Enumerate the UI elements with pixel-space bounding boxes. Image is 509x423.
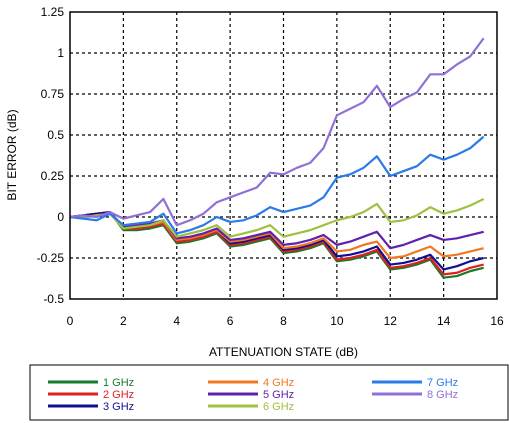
x-tick-label: 4 <box>173 314 180 328</box>
x-tick-label: 10 <box>330 314 344 328</box>
y-axis-title: BIT ERROR (dB) <box>5 109 19 200</box>
x-tick-label: 2 <box>120 314 127 328</box>
legend-label: 3 GHz <box>103 401 134 413</box>
x-axis-title: ATTENUATION STATE (dB) <box>209 345 358 359</box>
series-line-8-ghz <box>69 37 485 227</box>
legend-label: 7 GHz <box>427 377 458 389</box>
x-tick-label: 8 <box>280 314 287 328</box>
x-tick-label: 14 <box>437 314 451 328</box>
legend-label: 4 GHz <box>263 377 294 389</box>
y-tick-label: 1 <box>57 46 64 60</box>
series-lines <box>69 37 485 279</box>
y-tick-label: 0.5 <box>47 128 64 142</box>
series-line-7-ghz <box>69 135 485 235</box>
x-tick-label: 16 <box>490 314 504 328</box>
y-tick-labels: -0.5 -0.25 0 0.25 0.5 0.75 1 1.25 <box>37 5 65 306</box>
y-tick-label: 0.75 <box>41 87 65 101</box>
plot-frame <box>69 11 498 300</box>
grid-lines <box>70 12 497 299</box>
legend-label: 5 GHz <box>263 389 294 401</box>
series-line-5-ghz <box>70 212 484 250</box>
series-line-6-ghz <box>70 197 485 238</box>
legend-label: 1 GHz <box>103 377 134 389</box>
y-tick-label: 0 <box>57 210 64 224</box>
y-tick-label: -0.5 <box>43 292 64 306</box>
y-tick-label: -0.25 <box>37 251 65 265</box>
x-tick-label: 0 <box>67 314 74 328</box>
x-tick-label: 6 <box>227 314 234 328</box>
x-tick-label: 12 <box>384 314 398 328</box>
legend-box <box>29 364 509 421</box>
y-tick-label: 1.25 <box>41 5 65 19</box>
legend-label: 2 GHz <box>103 389 134 401</box>
x-tick-labels: 0 2 4 6 8 10 12 14 16 <box>67 314 504 328</box>
legend-label: 6 GHz <box>263 401 294 413</box>
legend-label: 8 GHz <box>427 389 458 401</box>
y-tick-label: 0.25 <box>41 169 65 183</box>
